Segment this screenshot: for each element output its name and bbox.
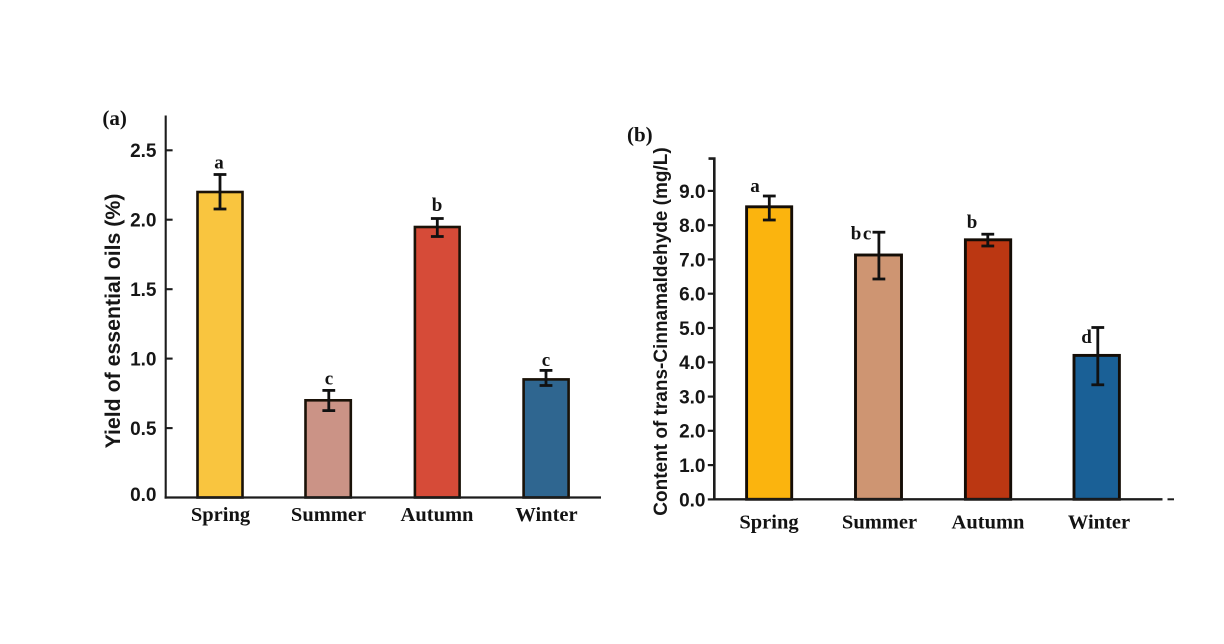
svg-text:(a): (a) — [102, 106, 127, 130]
svg-text:2.0: 2.0 — [130, 211, 156, 232]
svg-text:5.0: 5.0 — [679, 319, 705, 340]
svg-text:9.0: 9.0 — [679, 182, 705, 203]
svg-text:b: b — [967, 212, 978, 233]
svg-text:bc: bc — [851, 224, 872, 245]
svg-text:0.5: 0.5 — [130, 419, 157, 440]
svg-text:0.0: 0.0 — [130, 485, 156, 506]
svg-text:1.5: 1.5 — [130, 280, 157, 301]
svg-text:2.5: 2.5 — [130, 141, 157, 162]
svg-text:4.0: 4.0 — [679, 353, 705, 374]
svg-text:Winter: Winter — [1068, 512, 1130, 534]
svg-text:Yield of essential oils (%): Yield of essential oils (%) — [101, 194, 125, 449]
svg-text:Spring: Spring — [739, 512, 799, 534]
svg-text:b: b — [432, 195, 443, 216]
svg-text:Summer: Summer — [842, 512, 917, 534]
svg-text:8.0: 8.0 — [679, 216, 705, 237]
svg-text:Autumn: Autumn — [952, 512, 1026, 534]
svg-text:2.0: 2.0 — [679, 422, 705, 443]
svg-text:7.0: 7.0 — [679, 250, 705, 271]
svg-text:1.0: 1.0 — [130, 350, 156, 371]
svg-text:Summer: Summer — [291, 504, 366, 526]
svg-text:(b): (b) — [627, 123, 653, 147]
svg-text:d: d — [1081, 327, 1092, 348]
svg-text:3.0: 3.0 — [679, 388, 705, 409]
svg-text:a: a — [214, 153, 224, 174]
svg-text:1.0: 1.0 — [679, 456, 705, 477]
svg-text:Spring: Spring — [191, 504, 251, 526]
svg-text:6.0: 6.0 — [679, 285, 705, 306]
svg-text:Winter: Winter — [515, 504, 577, 526]
svg-text:Content of trans-Cinnamaldehyd: Content of trans-Cinnamaldehyde (mg/L) — [651, 147, 672, 515]
svg-text:a: a — [750, 176, 760, 197]
svg-text:Autumn: Autumn — [401, 504, 475, 526]
svg-text:c: c — [542, 350, 550, 371]
svg-text:c: c — [325, 369, 333, 390]
svg-text:0.0: 0.0 — [679, 490, 705, 511]
